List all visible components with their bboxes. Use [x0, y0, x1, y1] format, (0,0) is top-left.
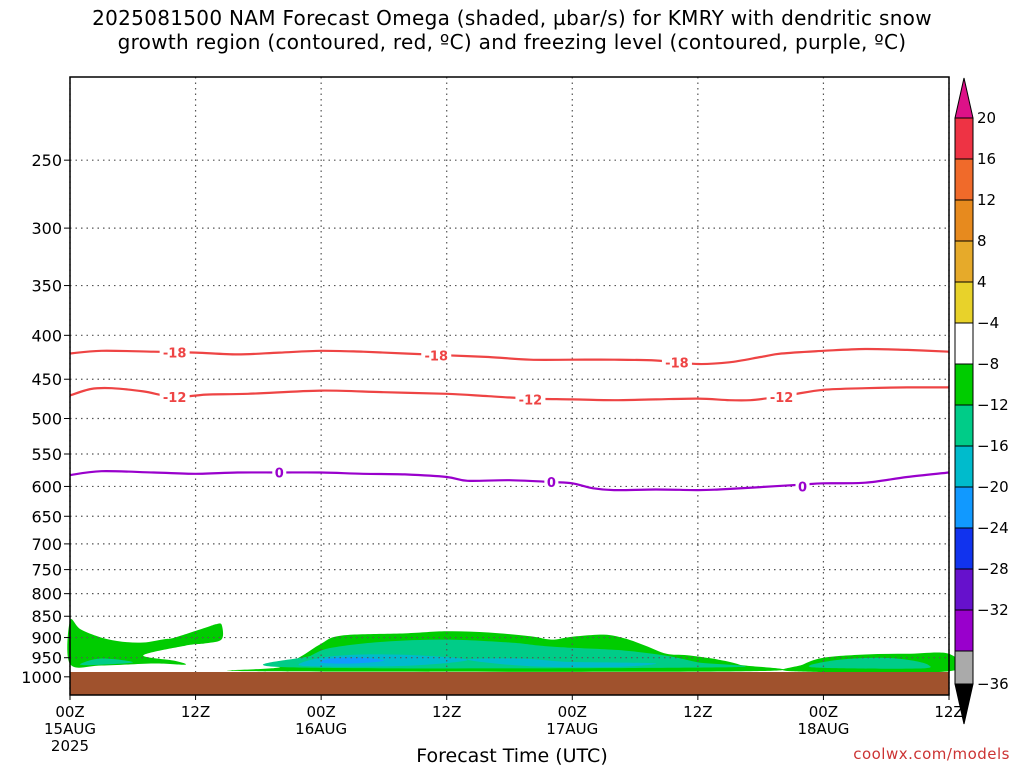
colorbar-swatch-1	[954, 158, 974, 201]
y-tick-label-500: 500	[31, 409, 62, 428]
contour-label-0-2: -18	[665, 356, 689, 371]
colorbar-label-2: 12	[977, 191, 996, 209]
contour-layer: -18 -18 -18 -12 -12 -12 0 0 0	[69, 344, 950, 495]
contour-label-1-2: -12	[770, 391, 794, 406]
colorbar-swatch-8	[954, 445, 974, 488]
y-tick-label-700: 700	[31, 535, 62, 554]
contour-label-1-1: -12	[519, 393, 543, 408]
colorbar-label-9: −20	[977, 478, 1009, 496]
colorbar-swatch-10	[954, 527, 974, 570]
y-tick-label-850: 850	[31, 607, 62, 626]
contour-label-bg-0-0	[159, 344, 190, 360]
x-tick-label-12-0: 12Z	[181, 703, 210, 721]
y-tick-label-600: 600	[31, 477, 62, 496]
y-tick-label-450: 450	[31, 370, 62, 389]
colorbar-bottom-arrow	[954, 683, 974, 725]
x-tick-label-0-1: 15AUG	[44, 720, 96, 738]
y-tick-label-650: 650	[31, 507, 62, 526]
omega-region-0-0	[67, 618, 224, 668]
title-line-1: 2025081500 NAM Forecast Omega (shaded, µ…	[92, 6, 932, 30]
contour-label-bg-1-2	[766, 389, 797, 405]
omega-region-1-0	[80, 658, 133, 666]
x-tick-label-24-0: 00Z	[306, 703, 335, 721]
contour-label-0-1: -18	[425, 349, 449, 364]
colorbar-label-12: −32	[977, 601, 1009, 619]
contour-label-bg-2-0	[272, 464, 287, 480]
contour-label-bg-0-1	[421, 347, 452, 363]
x-tick-label-24-1: 16AUG	[295, 720, 347, 738]
y-tick-label-300: 300	[31, 219, 62, 238]
y-axis-ticks: 250 300 350 400 450 500 550 600 650 700 750 800 850 9…	[21, 151, 70, 687]
chart-title: 2025081500 NAM Forecast Omega (shaded, µ…	[0, 6, 1024, 54]
colorbar-swatch-11	[954, 568, 974, 611]
colorbar-label-11: −28	[977, 560, 1009, 578]
contour-label-bg-2-1	[544, 474, 559, 490]
contour-label-bg-1-1	[515, 391, 546, 407]
x-axis-label: Forecast Time (UTC)	[416, 745, 608, 767]
colorbar-label-3: 8	[977, 232, 987, 250]
y-tick-label-800: 800	[31, 585, 62, 604]
contour-label-bg-2-2	[795, 478, 810, 494]
x-tick-label-84-0: 12Z	[934, 703, 963, 721]
colorbar-label-5: −4	[977, 314, 999, 332]
contour-label-2-1: 0	[547, 476, 556, 491]
credit-link[interactable]: coolwx.com/models	[853, 745, 1010, 763]
ground-surface	[70, 672, 949, 695]
contour-line-0	[69, 347, 950, 366]
y-tick-label-400: 400	[31, 326, 62, 345]
x-tick-label-72-0: 00Z	[809, 703, 838, 721]
y-tick-label-350: 350	[31, 277, 62, 296]
contour-line-2	[69, 470, 950, 492]
x-tick-label-60-0: 12Z	[683, 703, 712, 721]
y-tick-label-1000: 1000	[21, 668, 62, 687]
colorbar-swatch-2	[954, 199, 974, 242]
omega-region-2-1	[467, 658, 657, 668]
omega-region-1-2	[808, 657, 931, 669]
contour-label-2-2: 0	[798, 480, 807, 495]
colorbar-swatch-0	[954, 117, 974, 160]
x-tick-label-0-0: 00Z	[55, 703, 84, 721]
contour-line-1	[69, 386, 950, 402]
grid-lines	[69, 77, 950, 695]
colorbar-swatch-6	[954, 363, 974, 406]
omega-shading-layer	[67, 618, 963, 673]
colorbar-label-10: −24	[977, 519, 1009, 537]
colorbar: 20 16 12 8 4 −4 −8 −12 −16 −20 −24 −28 −32 −36	[954, 77, 1009, 725]
colorbar-swatch-5	[954, 322, 974, 365]
colorbar-swatch-9	[954, 486, 974, 529]
colorbar-label-6: −8	[977, 355, 999, 373]
colorbar-label-13: −36	[977, 675, 1009, 693]
x-tick-label-48-0: 00Z	[558, 703, 587, 721]
colorbar-swatch-7	[954, 404, 974, 447]
contour-label-0-0: -18	[163, 347, 187, 362]
y-tick-label-250: 250	[31, 151, 62, 170]
plot-frame	[69, 76, 950, 696]
contour-label-bg-0-2	[661, 354, 692, 370]
contour-label-2-0: 0	[275, 467, 284, 482]
colorbar-swatch-12	[954, 609, 974, 652]
colorbar-swatch-3	[954, 240, 974, 283]
contour-label-1-0: -12	[163, 391, 187, 406]
y-tick-label-900: 900	[31, 629, 62, 648]
y-tick-label-550: 550	[31, 445, 62, 464]
colorbar-top-arrow	[954, 77, 974, 119]
contour-label-bg-1-0	[159, 389, 190, 405]
y-tick-label-750: 750	[31, 561, 62, 580]
colorbar-label-4: 4	[977, 273, 987, 291]
colorbar-swatch-4	[954, 281, 974, 324]
x-tick-label-0-2: 2025	[51, 737, 89, 755]
colorbar-label-1: 16	[977, 150, 996, 168]
colorbar-label-7: −12	[977, 396, 1009, 414]
colorbar-label-8: −16	[977, 437, 1009, 455]
x-tick-label-36-0: 12Z	[432, 703, 461, 721]
omega-region-3-0	[320, 657, 385, 664]
title-line-2: growth region (contoured, red, ºC) and f…	[117, 30, 907, 54]
colorbar-swatch-13	[954, 650, 974, 685]
x-tick-label-72-1: 18AUG	[797, 720, 849, 738]
x-tick-label-48-1: 17AUG	[546, 720, 598, 738]
y-tick-label-950: 950	[31, 649, 62, 668]
colorbar-label-0: 20	[977, 109, 996, 127]
